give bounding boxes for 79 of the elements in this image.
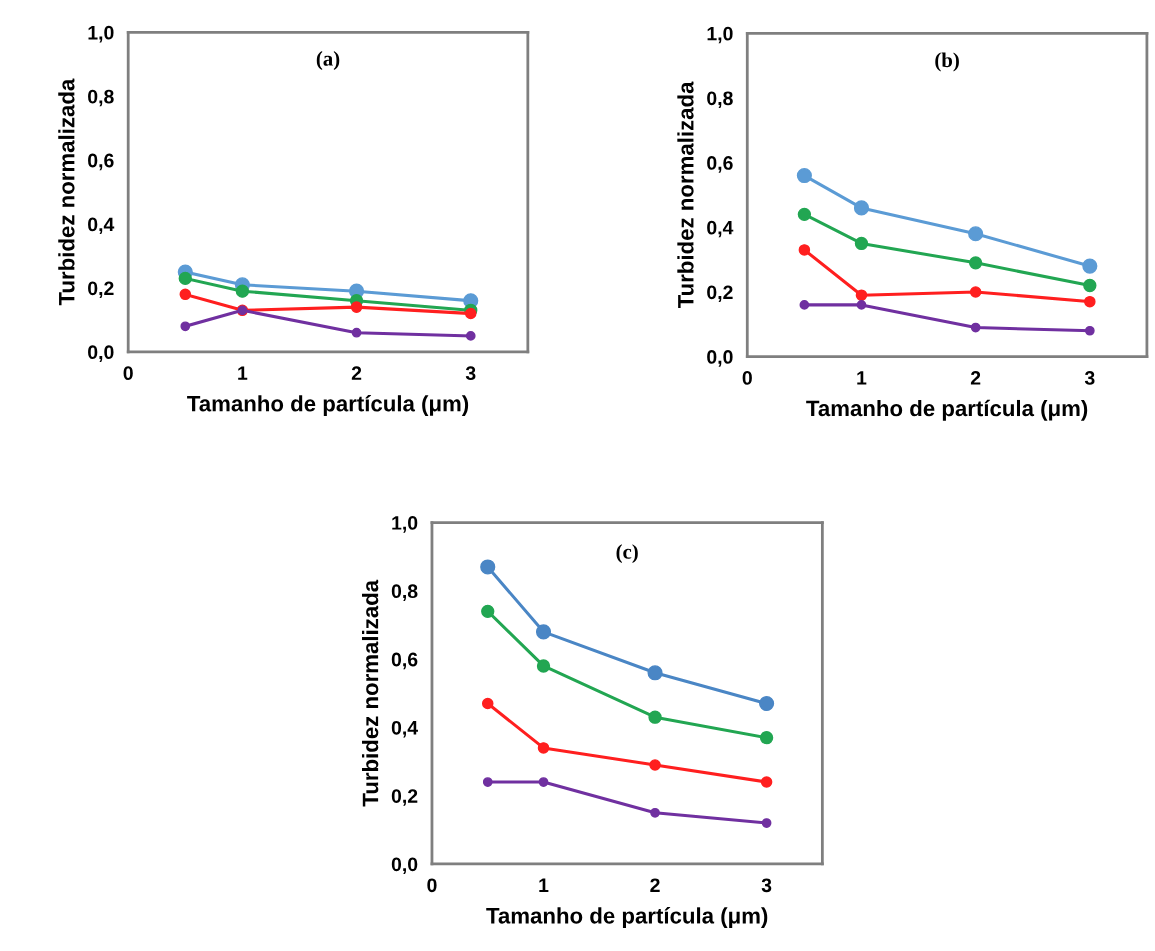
y-tick-label: 0,2	[707, 285, 733, 303]
x-tick-label: 2	[970, 371, 981, 385]
y-tick-label: 0,0	[391, 857, 418, 875]
x-tick-label: 2	[650, 878, 660, 892]
x-axis-title: Tamanho de partícula (μm)	[806, 399, 1088, 421]
y-tick-label: 1,0	[88, 25, 114, 43]
x-axis-title: Tamanho de partícula (μm)	[187, 395, 469, 416]
point	[178, 271, 192, 286]
point	[464, 307, 477, 320]
point	[179, 288, 192, 301]
point	[761, 818, 772, 828]
point	[537, 742, 550, 754]
point	[482, 777, 493, 787]
x-tick-label: 1	[857, 371, 867, 385]
y-tick-label: 1,0	[392, 516, 418, 533]
x-axis-title: Tamanho de partícula (μm)	[486, 907, 768, 929]
point	[1084, 325, 1095, 336]
point	[759, 695, 775, 712]
point	[969, 286, 982, 298]
point	[648, 710, 662, 724]
x-tick-label: 0	[427, 878, 437, 893]
y-tick-label: 0,4	[391, 720, 418, 738]
y-tick-label: 0,6	[88, 153, 114, 171]
point	[480, 559, 496, 575]
point	[481, 604, 495, 619]
x-tick-label: 3	[1084, 371, 1095, 385]
point	[647, 665, 663, 681]
y-tick-label: 0,0	[707, 350, 733, 367]
point	[535, 624, 552, 640]
point	[968, 256, 983, 270]
y-tick-label: 0,4	[88, 217, 115, 235]
point	[1083, 278, 1097, 293]
point	[854, 236, 869, 251]
y-axis-title: Turbidez normalizada	[58, 78, 75, 306]
point	[235, 284, 250, 298]
point	[351, 327, 362, 338]
y-tick-label: 1,0	[707, 26, 733, 44]
point	[180, 321, 191, 332]
x-tick-label: 3	[761, 878, 772, 893]
y-tick-label: 0,4	[707, 220, 734, 238]
point	[1082, 258, 1098, 274]
y-tick-label: 0,8	[707, 91, 733, 109]
point	[796, 167, 812, 184]
point	[536, 659, 551, 673]
point	[1084, 295, 1096, 308]
y-axis-title: Turbidez normalizada	[677, 81, 694, 309]
point	[799, 300, 810, 310]
point	[481, 697, 494, 710]
y-tick-label: 0,2	[391, 789, 418, 806]
y-tick-label: 0,8	[391, 584, 418, 601]
x-tick-label: 3	[465, 366, 476, 381]
point	[350, 301, 363, 313]
point	[759, 730, 774, 745]
point	[760, 776, 773, 788]
point	[649, 759, 661, 771]
y-tick-label: 0,8	[88, 89, 114, 107]
text: (b)	[935, 52, 959, 72]
x-tick-label: 2	[351, 366, 362, 380]
point	[650, 807, 660, 818]
y-tick-label: 0,6	[391, 652, 418, 670]
text: (a)	[316, 51, 340, 70]
x-tick-label: 1	[539, 878, 549, 892]
point	[798, 244, 811, 256]
point	[968, 226, 984, 242]
y-tick-label: 0,6	[707, 156, 733, 173]
point	[853, 200, 870, 216]
y-tick-label: 0,0	[88, 345, 114, 362]
point	[465, 331, 476, 341]
point	[856, 300, 867, 310]
point	[797, 207, 812, 222]
y-tick-label: 0,2	[88, 281, 114, 299]
x-tick-label: 0	[123, 366, 133, 381]
y-axis-title: Turbidez normalizada	[362, 579, 379, 807]
point	[855, 289, 868, 301]
text: (c)	[616, 544, 638, 564]
x-tick-label: 0	[742, 371, 752, 385]
point	[970, 322, 981, 333]
point	[538, 777, 549, 787]
x-tick-label: 1	[238, 366, 248, 380]
